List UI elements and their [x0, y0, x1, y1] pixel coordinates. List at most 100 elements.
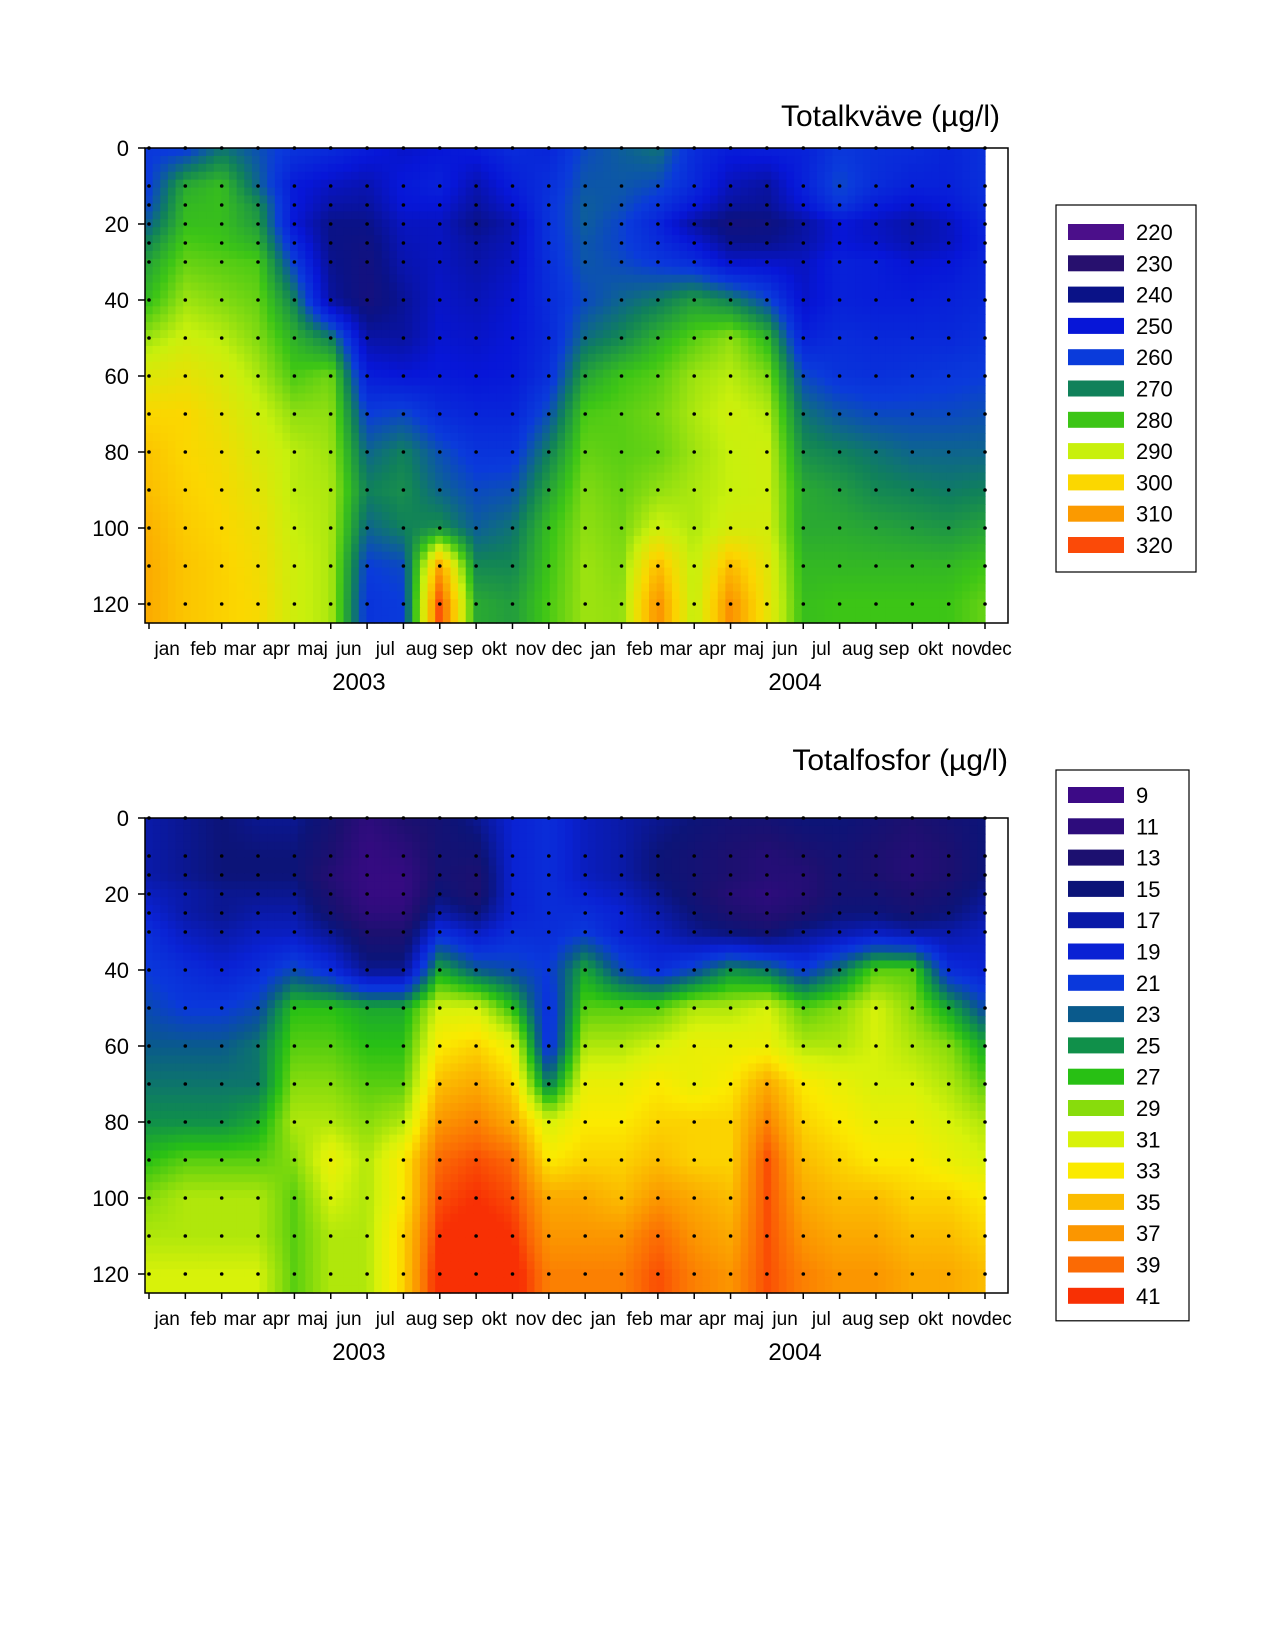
contour-cell [717, 322, 726, 331]
contour-cell [221, 433, 230, 442]
contour-cell [534, 330, 543, 339]
contour-cell [801, 377, 810, 387]
contour-cell [794, 369, 803, 379]
contour-cell [717, 488, 726, 497]
contour-cell [962, 393, 971, 402]
contour-cell [916, 187, 925, 197]
contour-cell [626, 433, 635, 442]
contour-cell [175, 472, 184, 482]
contour-cell [610, 353, 620, 363]
contour-cell [839, 219, 849, 228]
contour-cell [587, 496, 597, 505]
contour-cell [977, 266, 986, 276]
contour-cell [862, 464, 872, 474]
contour-cell [198, 148, 207, 157]
contour-cell [335, 195, 345, 205]
contour-cell [297, 187, 306, 197]
contour-cell [167, 393, 177, 402]
contour-cell [465, 377, 474, 387]
contour-cell [404, 409, 413, 418]
contour-cell [946, 361, 956, 371]
contour-cell [595, 369, 604, 379]
contour-cell [755, 219, 765, 228]
contour-cell [832, 361, 841, 371]
contour-cell [282, 440, 291, 450]
contour-cell [274, 250, 284, 260]
contour-cell [656, 345, 665, 355]
contour-cell [916, 266, 925, 276]
contour-cell [572, 385, 581, 395]
contour-cell [419, 456, 429, 466]
contour-cell [664, 377, 673, 387]
contour-cell [671, 448, 681, 458]
contour-cell [297, 179, 306, 189]
contour-cell [465, 274, 474, 284]
contour-cell [542, 282, 551, 292]
contour-cell [587, 433, 597, 442]
contour-cell [549, 258, 558, 268]
contour-cell [229, 385, 238, 395]
contour-cell [725, 171, 734, 181]
contour-cell [297, 488, 306, 497]
contour-cell [282, 195, 291, 205]
contour-cell [664, 464, 673, 474]
contour-cell [557, 496, 566, 505]
contour-cell [587, 187, 597, 197]
contour-cell [839, 258, 849, 268]
contour-cell [763, 203, 772, 212]
contour-cell [473, 195, 482, 205]
contour-cell [923, 219, 933, 228]
contour-cell [748, 401, 757, 410]
contour-cell [549, 377, 558, 387]
contour-cell [557, 195, 566, 205]
contour-cell [366, 433, 375, 442]
contour-cell [488, 282, 497, 292]
contour-cell [565, 250, 574, 260]
contour-cell [809, 235, 818, 244]
contour-cell [473, 353, 482, 363]
contour-cell [740, 425, 749, 434]
contour-cell [908, 211, 917, 220]
contour-cell [282, 203, 291, 212]
contour-cell [244, 448, 253, 458]
contour-cell [878, 266, 887, 276]
contour-cell [328, 464, 337, 474]
contour-cell [717, 377, 726, 387]
contour-cell [893, 401, 902, 410]
contour-cell [419, 345, 429, 355]
contour-cell [939, 361, 948, 371]
contour-cell [626, 330, 635, 339]
contour-cell [519, 235, 528, 244]
contour-cell [771, 203, 780, 212]
contour-cell [839, 440, 849, 450]
contour-cell [832, 290, 841, 300]
contour-cell [297, 163, 306, 173]
contour-cell [618, 266, 627, 276]
contour-cell [526, 163, 536, 173]
contour-cell [939, 219, 948, 228]
contour-cell [351, 203, 360, 212]
contour-cell [175, 227, 184, 236]
contour-cell [977, 155, 986, 165]
contour-cell [595, 425, 604, 434]
contour-cell [236, 314, 245, 323]
contour-cell [832, 401, 841, 410]
contour-cell [939, 385, 948, 395]
contour-cell [465, 409, 474, 418]
contour-cell [946, 401, 956, 410]
contour-cell [809, 250, 818, 260]
contour-cell [358, 393, 368, 402]
contour-cell [442, 258, 452, 268]
contour-cell [671, 433, 681, 442]
contour-cell [931, 322, 940, 331]
contour-cell [481, 330, 490, 339]
contour-cell [206, 219, 215, 228]
contour-cell [481, 401, 490, 410]
contour-cell [503, 298, 513, 307]
contour-cell [687, 433, 696, 442]
contour-cell [343, 187, 352, 197]
contour-cell [862, 456, 872, 466]
contour-cell [549, 425, 558, 434]
contour-cell [740, 155, 749, 165]
contour-cell [855, 306, 864, 315]
